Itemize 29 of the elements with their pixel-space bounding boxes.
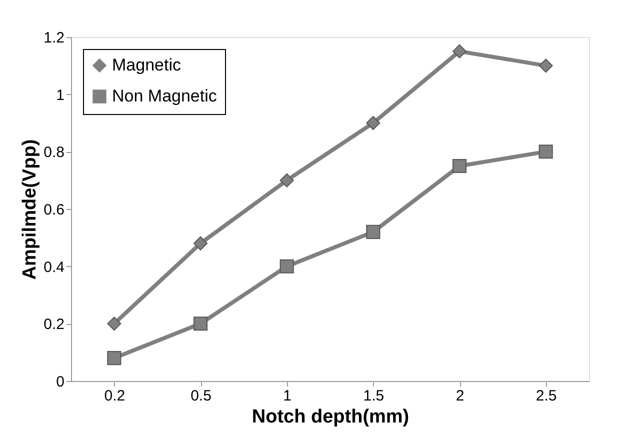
x-tick-label: 0.2 xyxy=(104,388,126,404)
point xyxy=(366,116,380,130)
y-tick-label: 0 xyxy=(56,374,64,390)
x-axis-title: Notch depth(mm) xyxy=(252,406,410,428)
legend-label: Non Magnetic xyxy=(112,86,218,106)
y-tick-label: 1.2 xyxy=(44,30,64,46)
point xyxy=(193,316,208,331)
point xyxy=(452,158,467,174)
legend-label: Magnetic xyxy=(112,56,182,74)
point xyxy=(193,236,208,250)
x-tick-label: 0.5 xyxy=(190,388,212,404)
y-tick-label: 0.8 xyxy=(44,144,64,162)
y-tick-label: 0.4 xyxy=(44,258,64,276)
point xyxy=(280,259,294,274)
x-tick-label: 2.5 xyxy=(536,388,557,404)
x-tick-label: 2 xyxy=(456,388,464,404)
point xyxy=(538,144,553,159)
y-axis-title: Ampilmde(Vpp) xyxy=(20,139,41,280)
point xyxy=(538,58,553,73)
point xyxy=(107,316,122,331)
point xyxy=(107,351,122,366)
point xyxy=(366,224,380,239)
y-tick-label: 1 xyxy=(56,86,64,104)
y-tick-label: 0.2 xyxy=(44,316,64,334)
point xyxy=(452,44,467,58)
point xyxy=(280,173,294,188)
y-tick-label: 0.6 xyxy=(44,202,64,218)
x-tick-label: 1 xyxy=(283,388,292,404)
x-tick-label: 1.5 xyxy=(363,388,384,404)
